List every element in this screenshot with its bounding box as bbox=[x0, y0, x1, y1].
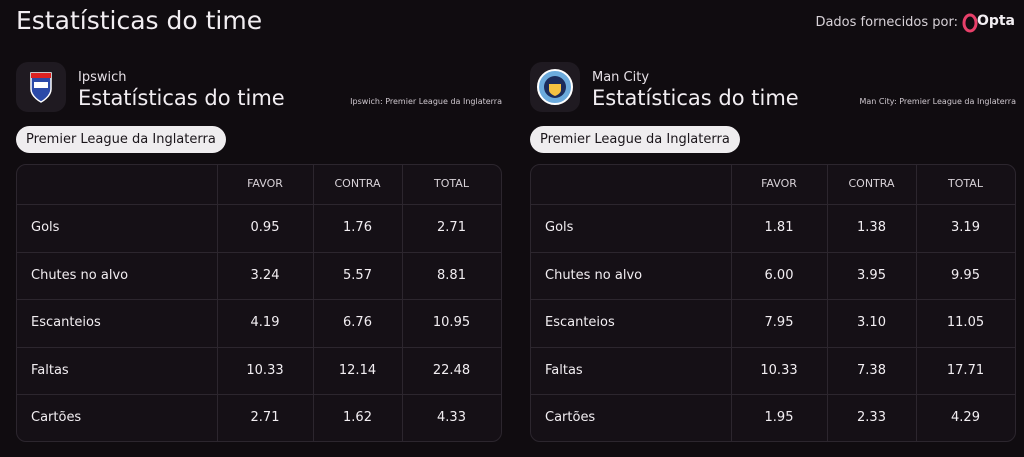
column-header: CONTRA bbox=[334, 177, 381, 190]
team-panel: Man City Estatísticas do time Man City: Pr… bbox=[530, 62, 1016, 442]
row-divider bbox=[531, 299, 1015, 300]
competition-note: Ipswich: Premier League da Inglaterra bbox=[350, 97, 502, 106]
row-divider bbox=[17, 204, 501, 205]
row-label: Escanteios bbox=[31, 315, 101, 330]
row-divider bbox=[531, 251, 1015, 253]
row-divider bbox=[531, 346, 1015, 348]
row-label: Gols bbox=[31, 220, 60, 235]
team-title: Estatísticas do time bbox=[78, 86, 285, 110]
row-divider bbox=[17, 394, 501, 395]
row-divider bbox=[17, 346, 501, 348]
stat-value: 12.14 bbox=[338, 362, 377, 378]
stat-value: 6.00 bbox=[764, 267, 794, 283]
stat-value: 9.95 bbox=[951, 267, 980, 283]
column-header: CONTRA bbox=[848, 177, 895, 190]
stats-table: FAVOR CONTRA TOTAL Gols 1.81 1.38 3.19 Chutes n… bbox=[530, 164, 1016, 442]
competition-note: Man City: Premier League da Inglaterra bbox=[859, 97, 1016, 106]
stat-value: 3.95 bbox=[857, 267, 886, 283]
column-divider bbox=[827, 165, 828, 441]
row-divider bbox=[17, 251, 501, 253]
team-title: Estatísticas do time bbox=[592, 86, 799, 110]
stat-value: 22.48 bbox=[432, 362, 471, 378]
stat-value: 4.19 bbox=[250, 315, 280, 330]
page-title: Estatísticas do time bbox=[16, 6, 263, 35]
stat-value: 1.62 bbox=[343, 410, 372, 425]
stat-value: 10.95 bbox=[432, 315, 471, 330]
stat-value: 2.71 bbox=[250, 410, 280, 425]
opta-icon bbox=[962, 13, 978, 33]
stat-value: 2.71 bbox=[437, 220, 466, 235]
row-label: Faltas bbox=[545, 362, 583, 378]
stat-value: 3.10 bbox=[857, 315, 886, 330]
stat-value: 1.95 bbox=[764, 410, 794, 425]
row-divider bbox=[531, 394, 1015, 395]
stat-value: 7.95 bbox=[764, 315, 794, 330]
row-label: Cartões bbox=[545, 410, 596, 425]
column-header: FAVOR bbox=[761, 177, 797, 190]
stat-value: 3.24 bbox=[250, 267, 280, 283]
column-divider bbox=[217, 165, 218, 441]
provider-label: Dados fornecidos por: bbox=[815, 15, 958, 30]
team-logo bbox=[530, 62, 580, 112]
stat-value: 1.38 bbox=[857, 220, 886, 235]
column-divider bbox=[402, 165, 403, 441]
stat-value: 2.33 bbox=[857, 410, 886, 425]
stat-value: 4.33 bbox=[437, 410, 466, 425]
stat-value: 7.38 bbox=[857, 362, 886, 378]
stat-value: 8.81 bbox=[437, 267, 466, 283]
stat-value: 4.29 bbox=[951, 410, 980, 425]
stat-value: 6.76 bbox=[343, 315, 372, 330]
filter-pill[interactable]: Premier League da Inglaterra bbox=[530, 126, 740, 153]
row-label: Cartões bbox=[31, 410, 82, 425]
column-header: FAVOR bbox=[247, 177, 283, 190]
column-divider bbox=[916, 165, 917, 441]
team-name: Man City bbox=[592, 70, 650, 85]
row-divider bbox=[17, 299, 501, 300]
team-panel: Ipswich Estatísticas do time Ipswich: Prem… bbox=[16, 62, 502, 442]
stat-value: 5.57 bbox=[343, 267, 372, 283]
stat-value: 1.81 bbox=[764, 220, 794, 235]
row-label: Gols bbox=[545, 220, 574, 235]
filter-pill[interactable]: Premier League da Inglaterra bbox=[16, 126, 226, 153]
row-label: Faltas bbox=[31, 362, 69, 378]
stat-value: 0.95 bbox=[250, 220, 280, 235]
row-label: Escanteios bbox=[545, 315, 615, 330]
column-divider bbox=[731, 165, 732, 441]
stat-value: 10.33 bbox=[760, 362, 798, 378]
stat-value: 1.76 bbox=[343, 220, 372, 235]
stat-value: 11.05 bbox=[946, 315, 985, 330]
column-divider bbox=[313, 165, 314, 441]
row-divider bbox=[531, 204, 1015, 205]
team-logo bbox=[16, 62, 66, 112]
column-header: TOTAL bbox=[434, 177, 469, 190]
column-header: TOTAL bbox=[948, 177, 983, 190]
stat-value: 3.19 bbox=[951, 220, 980, 235]
stat-value: 10.33 bbox=[246, 362, 284, 378]
provider-name: Opta bbox=[976, 13, 1015, 29]
row-label: Chutes no alvo bbox=[31, 267, 129, 283]
row-label: Chutes no alvo bbox=[545, 267, 643, 283]
stat-value: 17.71 bbox=[946, 362, 985, 378]
stats-table: FAVOR CONTRA TOTAL Gols 0.95 1.76 2.71 Chutes n… bbox=[16, 164, 502, 442]
team-name: Ipswich bbox=[78, 70, 127, 85]
